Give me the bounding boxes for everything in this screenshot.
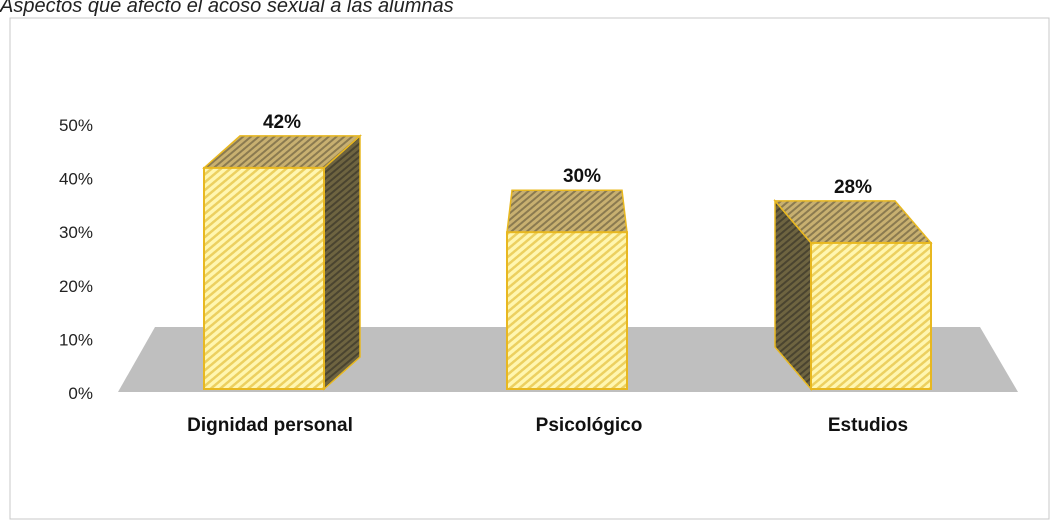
bar-top [506,189,628,233]
value-label: 30% [563,166,601,187]
y-tick-label: 50% [59,116,93,135]
y-tick-label: 20% [59,277,93,296]
y-tick-label: 40% [59,170,93,189]
chart-frame [9,17,1050,520]
y-tick-label: 30% [59,223,93,242]
bar-side [323,134,361,391]
value-label: 42% [263,112,301,133]
x-tick-label: Dignidad personal [187,415,353,436]
y-tick-label: 0% [68,384,93,403]
y-tick-label: 10% [59,330,93,349]
x-tick-label: Psicológico [536,415,643,436]
value-label: 28% [834,177,872,198]
chart-title: Aspectos que afectó el acoso sexual a la… [0,0,454,17]
x-tick-label: Estudios [828,415,908,436]
bar [810,241,932,390]
bar [203,166,325,390]
bar [506,231,628,390]
